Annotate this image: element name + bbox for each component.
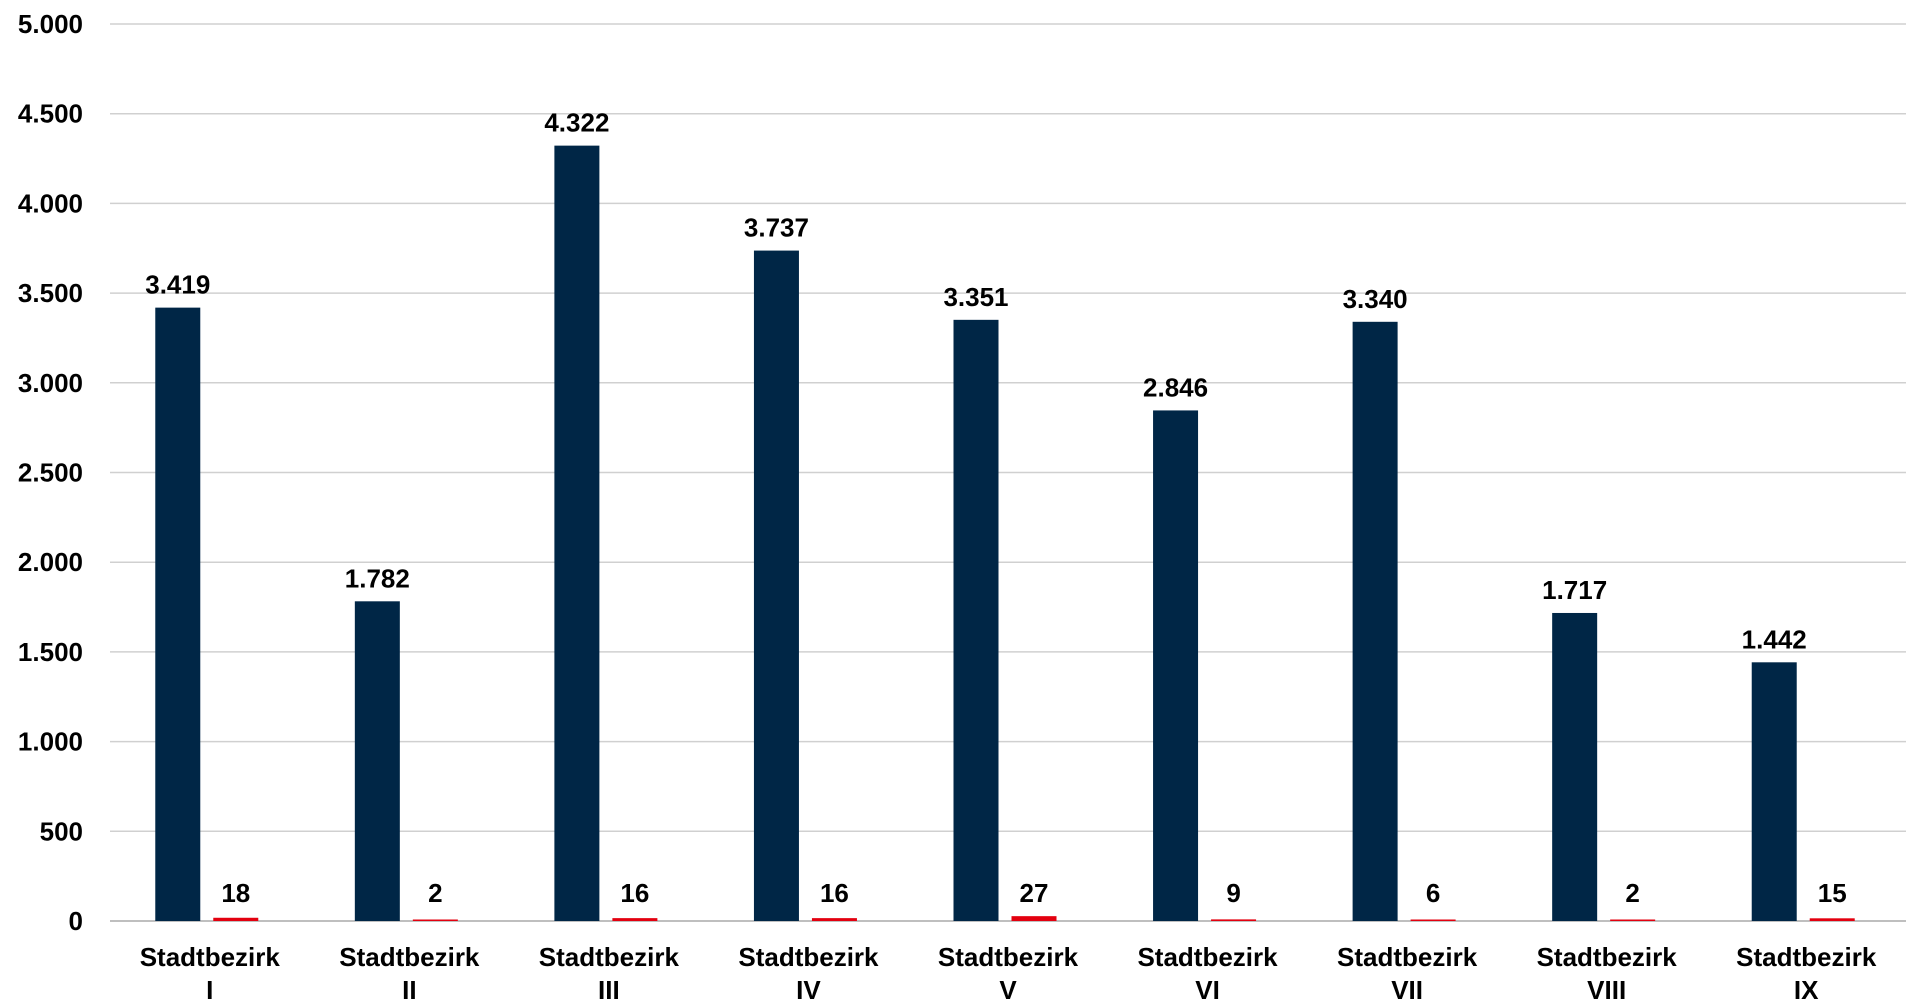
category-label-line1: Stadtbezirk xyxy=(1137,942,1278,972)
category-label-line2: IX xyxy=(1794,975,1819,1003)
category-label-line2: I xyxy=(206,975,213,1003)
data-label: 1.782 xyxy=(345,563,410,593)
category-label-line2: IV xyxy=(796,975,821,1003)
bar-series-2 xyxy=(1211,919,1256,921)
category-label-line1: Stadtbezirk xyxy=(140,942,281,972)
y-tick-label: 0 xyxy=(69,906,83,936)
bar-series-1 xyxy=(1552,613,1597,921)
data-label: 9 xyxy=(1226,878,1240,908)
data-label: 16 xyxy=(620,878,649,908)
data-label: 18 xyxy=(221,878,250,908)
bar-series-1 xyxy=(754,251,799,921)
data-label: 3.351 xyxy=(943,282,1008,312)
category-label-line1: Stadtbezirk xyxy=(339,942,480,972)
bar-series-1 xyxy=(554,146,599,921)
y-tick-label: 4.500 xyxy=(18,99,83,129)
category-label-line1: Stadtbezirk xyxy=(938,942,1079,972)
y-tick-label: 5.000 xyxy=(18,9,83,39)
category-label-line1: Stadtbezirk xyxy=(1337,942,1478,972)
category-label-line2: III xyxy=(598,975,620,1003)
data-label: 3.419 xyxy=(145,270,210,300)
data-label: 16 xyxy=(820,878,849,908)
bar-series-2 xyxy=(1012,916,1057,921)
y-tick-label: 1.500 xyxy=(18,637,83,667)
bar-series-1 xyxy=(155,308,200,921)
data-label: 4.322 xyxy=(544,108,609,138)
bar-series-2 xyxy=(413,920,458,922)
data-label: 6 xyxy=(1426,878,1440,908)
bar-series-2 xyxy=(812,918,857,921)
bar-series-2 xyxy=(1610,920,1655,922)
y-axis-ticks: 0 500 1.000 1.500 2.000 2.500 3.000 3.500 4.000 4… xyxy=(18,9,83,936)
data-label: 27 xyxy=(1020,878,1049,908)
category-label-line2: VIII xyxy=(1587,975,1626,1003)
bar-series-1 xyxy=(954,320,999,921)
data-label: 3.737 xyxy=(744,213,809,243)
y-tick-label: 3.500 xyxy=(18,278,83,308)
category-label-line1: Stadtbezirk xyxy=(1537,942,1678,972)
bar-series-2 xyxy=(612,918,657,921)
y-tick-label: 1.000 xyxy=(18,727,83,757)
data-label: 2 xyxy=(1625,878,1639,908)
x-axis-categories: Stadtbezirk I Stadtbezirk II Stadtbezirk III S… xyxy=(140,942,1877,1003)
data-label: 2.846 xyxy=(1143,372,1208,402)
category-label-line1: Stadtbezirk xyxy=(1736,942,1877,972)
category-label-line2: V xyxy=(999,975,1017,1003)
bar-series-1 xyxy=(1752,662,1797,921)
category-label-line2: VI xyxy=(1195,975,1220,1003)
data-label: 15 xyxy=(1818,878,1847,908)
bar-series-2 xyxy=(1810,918,1855,921)
y-tick-label: 4.000 xyxy=(18,188,83,218)
bar-series-1 xyxy=(1353,322,1398,921)
category-label-line1: Stadtbezirk xyxy=(539,942,680,972)
data-label: 2 xyxy=(428,878,442,908)
y-tick-label: 2.500 xyxy=(18,458,83,488)
bars xyxy=(155,146,1854,921)
y-tick-label: 2.000 xyxy=(18,547,83,577)
category-label-line1: Stadtbezirk xyxy=(738,942,879,972)
y-tick-label: 500 xyxy=(40,816,83,846)
bar-series-1 xyxy=(1153,410,1198,921)
data-label: 1.442 xyxy=(1742,624,1807,654)
category-label-line2: II xyxy=(402,975,416,1003)
y-tick-label: 3.000 xyxy=(18,368,83,398)
category-label-line2: VII xyxy=(1391,975,1423,1003)
bar-series-2 xyxy=(1411,920,1456,922)
data-label: 3.340 xyxy=(1343,284,1408,314)
bar-series-2 xyxy=(213,918,258,921)
bar-series-1 xyxy=(355,601,400,921)
data-label: 1.717 xyxy=(1542,575,1607,605)
